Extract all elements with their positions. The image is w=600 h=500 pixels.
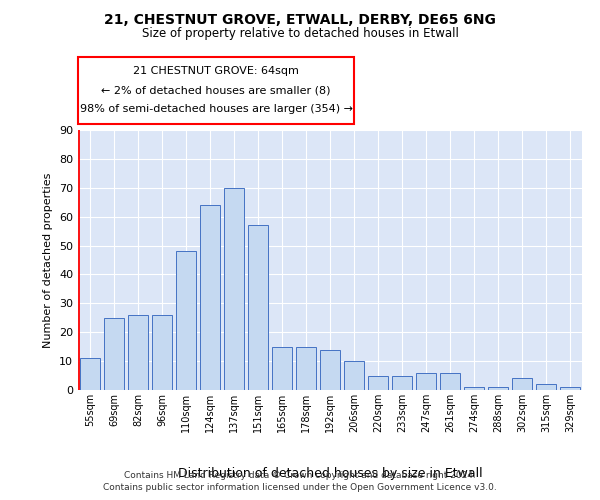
Text: Distribution of detached houses by size in Etwall: Distribution of detached houses by size … (178, 467, 482, 480)
Bar (440, 372, 460, 390)
Bar (176, 252, 196, 390)
Bar (536, 384, 556, 390)
Bar (560, 387, 580, 390)
Bar (320, 350, 340, 390)
Bar (296, 346, 316, 390)
Bar (224, 188, 244, 390)
Text: 21 CHESTNUT GROVE: 64sqm: 21 CHESTNUT GROVE: 64sqm (133, 66, 299, 76)
Text: 98% of semi-detached houses are larger (354) →: 98% of semi-detached houses are larger (… (79, 104, 353, 114)
Bar (416, 372, 436, 390)
Bar (344, 361, 364, 390)
Bar (488, 387, 508, 390)
Bar (104, 318, 124, 390)
Bar (272, 346, 292, 390)
Bar (248, 226, 268, 390)
Bar (512, 378, 532, 390)
Bar (464, 387, 484, 390)
Text: Contains HM Land Registry data © Crown copyright and database right 2024.
Contai: Contains HM Land Registry data © Crown c… (103, 471, 497, 492)
Text: Size of property relative to detached houses in Etwall: Size of property relative to detached ho… (142, 28, 458, 40)
Text: ← 2% of detached houses are smaller (8): ← 2% of detached houses are smaller (8) (101, 85, 331, 95)
Bar (368, 376, 388, 390)
Bar (152, 315, 172, 390)
Bar (80, 358, 100, 390)
Y-axis label: Number of detached properties: Number of detached properties (43, 172, 53, 348)
Bar (200, 205, 220, 390)
Bar (128, 315, 148, 390)
Text: 21, CHESTNUT GROVE, ETWALL, DERBY, DE65 6NG: 21, CHESTNUT GROVE, ETWALL, DERBY, DE65 … (104, 12, 496, 26)
Bar (392, 376, 412, 390)
